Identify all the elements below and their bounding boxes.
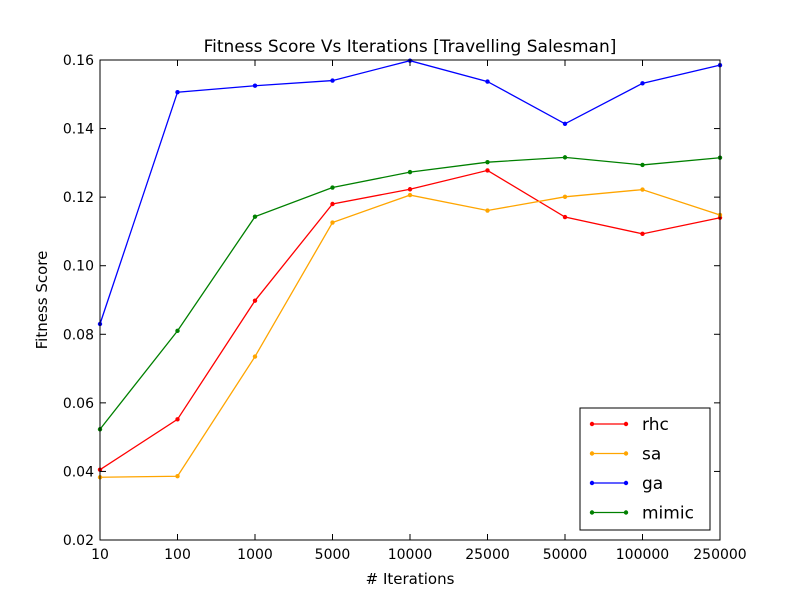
legend-marker-sa [623,451,629,456]
x-tick-label: 100 [164,547,191,563]
legend-label-sa: sa [642,445,661,465]
data-point-ga [640,81,645,86]
data-point-mimic [485,159,490,165]
data-point-rhc [407,187,413,192]
legend-marker-mimic [623,510,629,515]
series-line-ga [99,60,721,325]
data-point-sa [640,187,645,192]
y-tick-label: 0.02 [63,533,94,549]
x-tick-label: 5000 [315,547,351,563]
data-point-rhc [562,214,568,220]
data-point-rhc [330,201,335,207]
data-point-sa [175,474,180,479]
legend: rhc sa ga mimic [579,407,711,531]
y-tick-label: 0.14 [63,122,94,138]
series-line-mimic [99,156,721,430]
legend-box [579,407,711,531]
data-point-rhc [485,168,490,173]
data-point-mimic [562,155,568,160]
x-tick-label: 50000 [543,547,588,563]
legend-marker-rhc [589,421,595,427]
legend-marker-rhc [623,421,629,427]
chart-title: Fitness Score Vs Iterations [Travelling … [204,37,617,57]
data-point-mimic [640,162,645,168]
data-point-ga [175,90,180,95]
legend-marker-ga [623,480,629,486]
x-tick-label: 250000 [693,547,746,563]
legend-marker-sa [589,451,595,456]
x-tick-label: 100000 [616,547,669,563]
y-tick-label: 0.16 [63,53,94,69]
y-tick-label: 0.10 [63,259,94,275]
data-point-sa [485,208,490,213]
x-tick-label: 1000 [237,547,273,563]
y-tick-label: 0.08 [63,327,94,343]
x-tick-label: 10 [91,547,109,563]
y-tick-label: 0.06 [63,396,94,412]
data-point-sa [252,354,258,359]
data-point-mimic [330,185,335,190]
data-point-ga [485,79,490,84]
data-point-ga [330,78,335,83]
data-point-ga [562,121,568,126]
y-tick-label: 0.04 [63,464,94,480]
data-point-rhc [640,231,645,237]
legend-label-ga: ga [642,474,663,494]
x-axis-label: # Iterations [366,570,455,588]
data-point-ga [252,83,258,88]
y-axis-label: Fitness Score [33,251,51,350]
data-point-rhc [175,417,180,422]
data-point-sa [330,220,335,225]
data-point-mimic [407,169,413,175]
data-point-mimic [252,214,258,219]
legend-marker-ga [589,480,595,486]
x-tick-label: 10000 [388,547,433,563]
legend-marker-mimic [589,510,595,515]
x-tick-label: 25000 [465,547,510,563]
data-point-sa [562,194,568,199]
legend-label-mimic: mimic [642,504,694,524]
data-point-mimic [175,328,180,334]
data-point-rhc [252,298,258,303]
legend-label-rhc: rhc [642,415,669,435]
data-point-sa [407,192,413,198]
y-tick-label: 0.12 [63,190,94,206]
